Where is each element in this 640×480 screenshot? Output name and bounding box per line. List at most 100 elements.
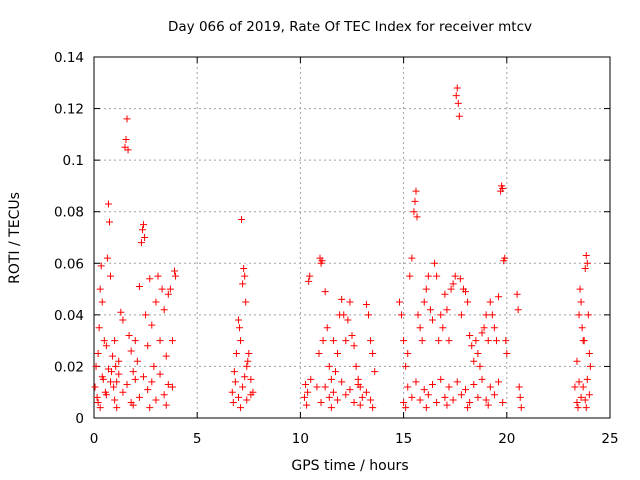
- data-point: [113, 378, 121, 386]
- data-point: [303, 401, 311, 409]
- data-point: [166, 285, 174, 293]
- data-point: [400, 399, 408, 407]
- data-point: [313, 383, 321, 391]
- data-point: [576, 285, 584, 293]
- y-tick-label: 0.04: [54, 308, 84, 324]
- data-point: [321, 383, 329, 391]
- data-point: [371, 368, 379, 376]
- data-point: [98, 373, 106, 381]
- data-point: [234, 316, 242, 324]
- data-point: [577, 393, 585, 401]
- data-points: [91, 84, 594, 412]
- data-point: [327, 375, 335, 383]
- x-tick-label: 25: [601, 431, 618, 447]
- data-point: [580, 337, 588, 345]
- data-point: [329, 388, 337, 396]
- data-point: [301, 393, 309, 401]
- data-point: [115, 370, 123, 378]
- data-point: [304, 388, 312, 396]
- data-point: [474, 393, 482, 401]
- data-point: [231, 378, 239, 386]
- data-point: [573, 357, 581, 365]
- data-point: [141, 234, 149, 241]
- data-point: [129, 368, 137, 376]
- data-point: [319, 337, 327, 345]
- data-point: [129, 401, 137, 409]
- data-point: [441, 290, 449, 298]
- data-point: [239, 383, 247, 391]
- data-point: [131, 337, 139, 345]
- data-point: [422, 404, 430, 412]
- data-point: [502, 337, 510, 345]
- data-point: [96, 404, 104, 412]
- data-point: [577, 298, 585, 306]
- data-point: [428, 380, 436, 388]
- data-point: [125, 331, 133, 339]
- data-point: [362, 301, 370, 309]
- data-point: [464, 404, 472, 412]
- data-point: [449, 280, 457, 288]
- data-point: [98, 298, 106, 306]
- data-point: [115, 357, 123, 365]
- plot-frame: [93, 56, 611, 419]
- data-point: [354, 380, 362, 388]
- data-point: [476, 362, 484, 370]
- data-point: [408, 393, 416, 401]
- data-point: [122, 136, 130, 144]
- data-point: [447, 285, 455, 293]
- data-point: [457, 311, 465, 319]
- data-point: [95, 324, 103, 332]
- data-point: [317, 399, 325, 407]
- data-point: [365, 311, 373, 319]
- chart-title: Day 066 of 2019, Rate Of TEC Index for r…: [168, 19, 532, 35]
- data-point: [237, 404, 245, 412]
- data-point: [236, 324, 244, 332]
- data-point: [501, 254, 509, 262]
- data-point: [472, 337, 480, 345]
- data-point: [453, 378, 461, 386]
- y-axis-label: ROTI / TECUs: [7, 192, 23, 284]
- data-point: [571, 383, 579, 391]
- data-point: [135, 393, 143, 401]
- data-point: [418, 337, 426, 345]
- data-point: [119, 316, 127, 324]
- data-point: [424, 272, 432, 280]
- data-point: [367, 396, 375, 404]
- data-point: [356, 401, 364, 409]
- data-point: [237, 337, 245, 345]
- data-point: [449, 396, 457, 404]
- data-point: [582, 404, 590, 412]
- y-tick-label: 0.12: [54, 102, 84, 118]
- data-point: [91, 383, 99, 391]
- data-point: [437, 375, 445, 383]
- data-point: [229, 399, 237, 407]
- grid: [94, 57, 610, 418]
- data-point: [93, 393, 101, 401]
- x-tick-label: 20: [498, 431, 515, 447]
- data-point: [124, 146, 132, 154]
- data-point: [142, 311, 150, 319]
- data-point: [410, 208, 418, 216]
- data-point: [443, 401, 451, 409]
- data-point: [441, 393, 449, 401]
- data-point: [160, 306, 168, 314]
- data-point: [435, 337, 443, 345]
- data-point: [107, 378, 115, 386]
- data-point: [111, 337, 119, 345]
- data-point: [172, 272, 180, 280]
- data-point: [234, 393, 242, 401]
- data-point: [433, 272, 441, 280]
- data-point: [517, 404, 525, 412]
- data-point: [338, 295, 346, 303]
- data-point: [350, 342, 358, 350]
- data-point: [402, 362, 410, 370]
- data-point: [462, 288, 470, 296]
- data-point: [486, 298, 494, 306]
- data-point: [369, 350, 377, 358]
- y-tick-label: 0.08: [54, 205, 84, 221]
- data-point: [470, 357, 478, 365]
- data-point: [468, 342, 476, 350]
- data-point: [340, 311, 348, 319]
- data-point: [140, 221, 148, 229]
- data-point: [137, 239, 145, 247]
